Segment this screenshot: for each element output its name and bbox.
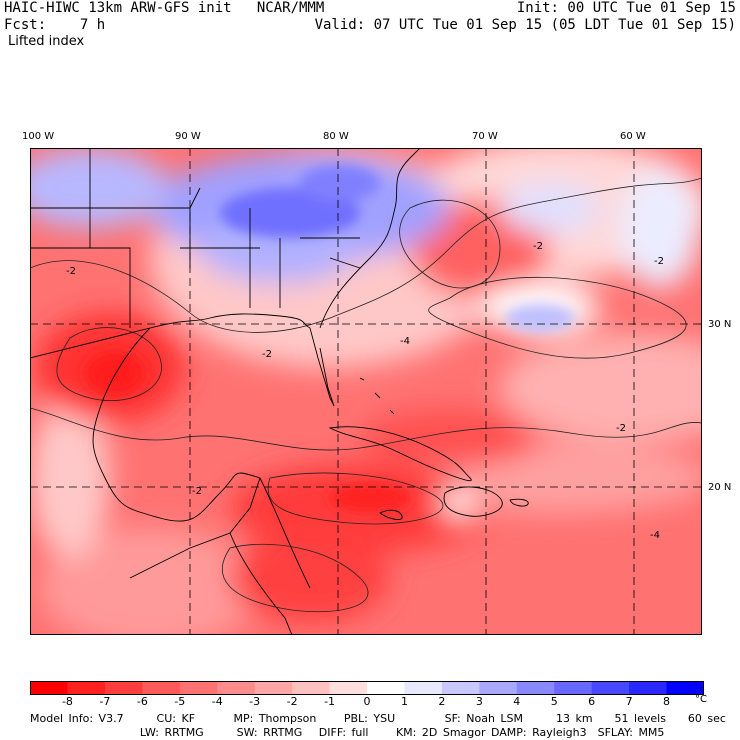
colorbar-swatch [142,681,181,695]
lifted-index-map: -2 -2 -2 -2 -2 -2 -4 -4 [30,148,702,635]
init-time: Init: 00 UTC Tue 01 Sep 15 [516,0,736,16]
contour-label: -2 [616,423,626,434]
colorbar-swatch [292,681,331,695]
colorbar-tick-label: -8 [61,695,73,708]
map-frame [30,148,702,635]
colorbar [30,681,704,695]
lon-label-70w: 70 W [472,131,498,142]
model-info-line2: LW: RRTMG SW: RRTMG DIFF: full KM: 2D Sm… [30,726,665,739]
model-title: HAIC-HIWC 13km ARW-GFS init NCAR/MMM [4,0,325,16]
colorbar-tick-label: 1 [400,695,408,708]
colorbar-swatch [104,681,143,695]
contour-label: -2 [654,256,664,267]
colorbar-tick-label: 6 [588,695,596,708]
contour-label: -2 [533,241,543,252]
colorbar-tick-label: 4 [513,695,521,708]
valid-time: Valid: 07 UTC Tue 01 Sep 15 (05 LDT Tue … [314,17,736,33]
model-info-line1: Model Info: V3.7 CU: KF MP: Thompson PBL… [30,712,726,725]
colorbar-swatch [554,681,593,695]
colorbar-swatch [217,681,256,695]
lon-label-80w: 80 W [323,131,349,142]
colorbar-swatch [591,681,630,695]
colorbar-swatch [179,681,218,695]
lon-label-100w: 100 W [22,131,55,142]
contour-label: -4 [400,336,410,347]
colorbar-tick-label: -5 [174,695,186,708]
contour-label: -2 [66,266,76,277]
colorbar-swatch [441,681,480,695]
colorbar-tick-label: 7 [625,695,633,708]
contour-label: -2 [192,486,202,497]
lon-label-60w: 60 W [620,131,646,142]
lat-label-20n: 20 N [708,482,732,493]
colorbar-swatch [629,681,668,695]
colorbar-tick-label: 8 [663,695,671,708]
contour-label: -4 [650,530,660,541]
contour-label: -2 [262,349,272,360]
colorbar-tick-label: -7 [99,695,111,708]
colorbar-tick-label: -2 [286,695,298,708]
colorbar-tick-label: 0 [363,695,371,708]
colorbar-tick-label: -3 [249,695,261,708]
colorbar-swatch [479,681,518,695]
colorbar-swatch [67,681,106,695]
colorbar-swatch [404,681,443,695]
colorbar-swatch [254,681,293,695]
colorbar-tick-label: -6 [136,695,148,708]
field-name: Lifted index [8,34,85,49]
colorbar-unit: °C [695,694,707,705]
colorbar-swatch [666,681,704,695]
lat-label-30n: 30 N [708,319,732,330]
colorbar-swatch [329,681,368,695]
forecast-hour: Fcst: 7 h [4,17,106,33]
colorbar-tick-label: -4 [211,695,223,708]
colorbar-tick-label: 2 [438,695,446,708]
colorbar-frame [30,681,704,695]
lon-label-90w: 90 W [175,131,201,142]
colorbar-swatch [367,681,405,695]
colorbar-tick-label: 3 [475,695,483,708]
colorbar-swatch [30,681,68,695]
colorbar-tick-label: -1 [324,695,336,708]
colorbar-swatch [516,681,555,695]
colorbar-tick-label: 5 [550,695,558,708]
